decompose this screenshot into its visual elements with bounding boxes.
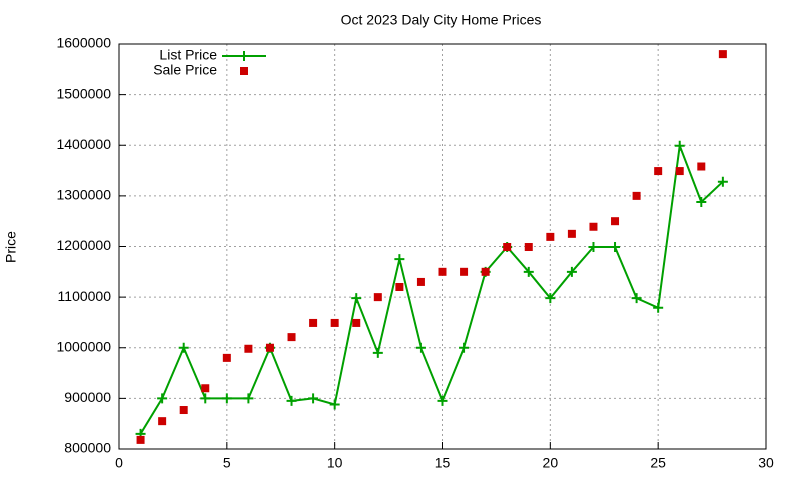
point-marker — [222, 353, 231, 362]
point-marker — [308, 393, 319, 404]
point-marker — [718, 50, 727, 59]
point-marker — [437, 395, 448, 406]
point-marker — [438, 267, 447, 276]
y-tick-label: 900000 — [64, 389, 111, 405]
y-tick-label: 1200000 — [56, 237, 111, 253]
point-marker — [696, 196, 707, 207]
point-marker — [329, 399, 340, 410]
x-tick-label: 0 — [115, 455, 123, 471]
legend-marker — [239, 51, 249, 61]
point-marker — [352, 318, 361, 327]
point-marker — [524, 243, 533, 252]
point-marker — [481, 267, 490, 276]
chart-title: Oct 2023 Daly City Home Prices — [341, 12, 542, 28]
point-marker — [309, 318, 318, 327]
point-marker — [136, 435, 145, 444]
point-marker — [589, 222, 598, 231]
point-marker — [610, 242, 621, 253]
point-marker — [415, 342, 426, 353]
point-marker — [611, 217, 620, 226]
point-marker — [265, 343, 274, 352]
x-tick-label: 20 — [543, 455, 559, 471]
point-marker — [567, 229, 576, 238]
point-marker — [545, 293, 556, 304]
point-marker — [201, 384, 210, 393]
point-marker — [653, 302, 664, 313]
point-marker — [179, 406, 188, 415]
point-marker — [158, 417, 167, 426]
point-marker — [674, 140, 685, 151]
point-marker — [244, 344, 253, 353]
point-marker — [330, 318, 339, 327]
point-marker — [394, 254, 405, 265]
point-marker — [416, 277, 425, 286]
legend-label: Sale Price — [153, 62, 217, 78]
point-marker — [395, 283, 404, 291]
point-marker — [157, 393, 168, 404]
y-tick-label: 1000000 — [56, 338, 111, 354]
point-marker — [675, 167, 684, 176]
plot-frame — [118, 43, 767, 450]
point-marker — [373, 293, 382, 302]
x-tick-label: 15 — [435, 455, 451, 471]
legend-marker — [240, 67, 248, 75]
x-tick-label: 5 — [223, 455, 231, 471]
point-marker — [221, 393, 232, 404]
point-marker — [566, 266, 577, 277]
point-marker — [546, 232, 555, 241]
point-marker — [631, 293, 642, 304]
point-marker — [286, 395, 297, 406]
legend-label: List Price — [159, 47, 217, 63]
series-line — [139, 145, 724, 435]
point-marker — [697, 162, 706, 171]
point-marker — [200, 393, 211, 404]
y-tick-label: 1100000 — [58, 288, 112, 304]
point-marker — [243, 393, 254, 404]
y-tick-label: 800000 — [64, 440, 111, 456]
point-marker — [654, 167, 663, 176]
point-marker — [632, 191, 641, 200]
point-marker — [588, 242, 599, 253]
point-marker — [523, 266, 534, 277]
y-tick-label: 1400000 — [56, 136, 111, 152]
x-tick-label: 10 — [327, 455, 343, 471]
point-marker — [178, 342, 189, 353]
point-marker — [717, 176, 728, 187]
point-marker — [459, 342, 470, 353]
point-marker — [287, 333, 296, 342]
point-marker — [460, 267, 469, 276]
x-tick-label: 25 — [650, 455, 666, 471]
point-marker — [503, 243, 512, 252]
y-tick-label: 1600000 — [56, 35, 111, 51]
y-tick-label: 1500000 — [56, 85, 111, 101]
x-tick-label: 30 — [758, 455, 774, 471]
point-marker — [351, 293, 362, 304]
point-marker — [372, 347, 383, 358]
y-axis-label: Price — [3, 231, 19, 263]
y-tick-label: 1300000 — [56, 187, 111, 203]
